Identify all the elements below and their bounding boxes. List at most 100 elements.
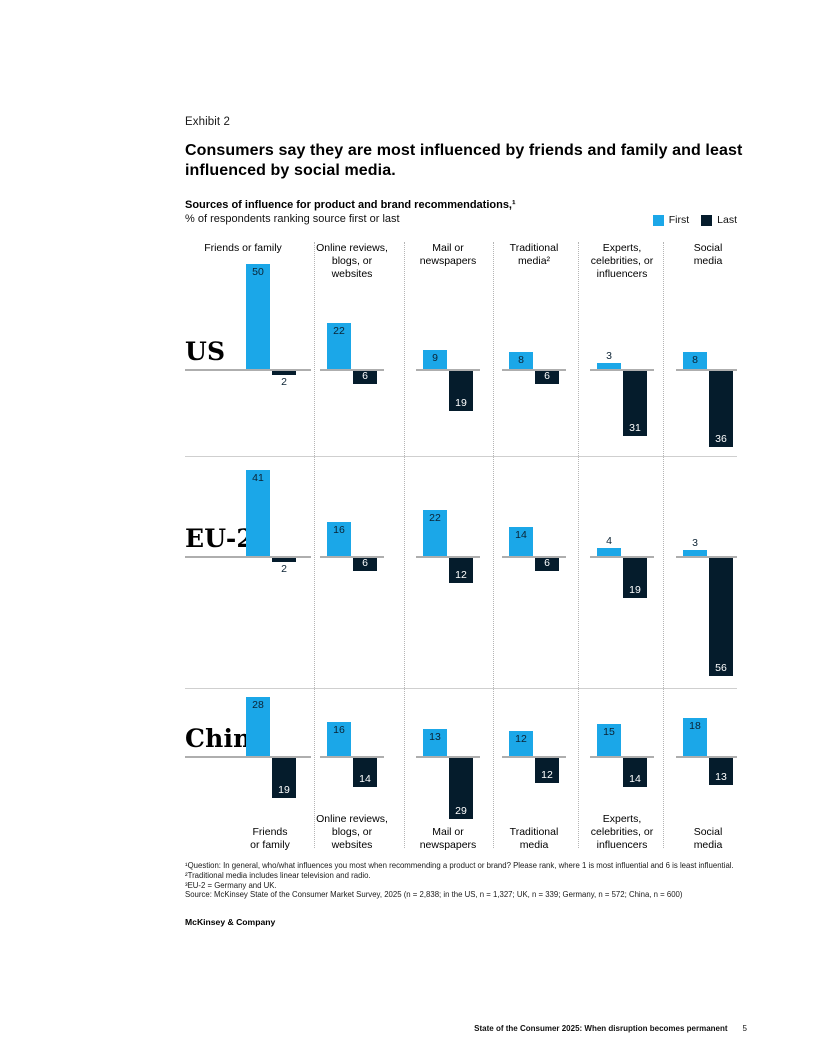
bar-value-last: 19 <box>455 397 467 409</box>
footer-title: State of the Consumer 2025: When disrupt… <box>474 1024 728 1033</box>
bar-value-last: 12 <box>541 769 553 781</box>
bar-value-last: 6 <box>544 557 550 569</box>
bar-last <box>272 758 296 798</box>
chart-legend: First Last <box>652 214 737 226</box>
bar-first <box>327 722 351 756</box>
bar-first <box>423 510 447 556</box>
column-separator-line <box>578 242 579 848</box>
chart-unit-label: % of respondents ranking source first or… <box>185 213 400 225</box>
axis-baseline <box>416 369 480 371</box>
axis-baseline <box>590 756 654 758</box>
axis-baseline <box>185 369 311 371</box>
axis-baseline <box>185 556 311 558</box>
bar-first <box>246 264 270 369</box>
bar-value-last: 29 <box>455 805 467 817</box>
bar-last <box>709 371 733 447</box>
bar-first <box>597 548 621 556</box>
bar-value-last: 13 <box>715 771 727 783</box>
axis-baseline <box>320 556 384 558</box>
footnote-3: ³EU-2 = Germany and UK. <box>185 880 277 890</box>
column-separator-line <box>404 242 405 848</box>
bar-value-last: 31 <box>629 422 641 434</box>
column-header-bottom-experts: Experts, celebrities, or influencers <box>590 813 654 851</box>
legend-item-first: First <box>652 214 690 226</box>
bar-first <box>509 527 533 556</box>
bar-last <box>272 558 296 562</box>
bar-first <box>683 352 707 369</box>
bar-first <box>597 724 621 756</box>
bar-first <box>423 729 447 756</box>
bar-first <box>246 470 270 556</box>
column-separator-line <box>493 242 494 848</box>
bar-value-last: 19 <box>278 784 290 796</box>
legend-label-last: Last <box>717 214 737 226</box>
bar-value-last: 19 <box>629 584 641 596</box>
bar-first <box>683 718 707 756</box>
row-separator-line <box>185 688 737 689</box>
exhibit-label: Exhibit 2 <box>185 116 231 128</box>
bar-last <box>449 758 473 819</box>
bar-value-first: 16 <box>333 524 345 536</box>
bar-value-last: 6 <box>362 370 368 382</box>
bar-last <box>449 558 473 583</box>
bar-first <box>327 522 351 556</box>
row-separator-line <box>185 456 737 457</box>
axis-baseline <box>320 756 384 758</box>
bar-first <box>246 697 270 756</box>
bar-last <box>353 758 377 787</box>
legend-label-first: First <box>668 214 690 226</box>
column-header-bottom-friends: Friends or family <box>250 826 290 851</box>
bar-value-first: 22 <box>333 325 345 337</box>
column-header-bottom-traditional: Traditional media <box>509 826 559 851</box>
bar-last <box>709 758 733 785</box>
chart-title: Sources of influence for product and bra… <box>185 199 516 211</box>
bar-value-first: 3 <box>692 537 698 549</box>
column-separator-line <box>663 242 664 848</box>
bar-last <box>353 371 377 384</box>
bar-value-first: 9 <box>432 352 438 364</box>
bar-last <box>535 558 559 571</box>
bar-value-first: 41 <box>252 472 264 484</box>
page-footer: State of the Consumer 2025: When disrupt… <box>185 1024 747 1033</box>
axis-baseline <box>502 556 566 558</box>
axis-baseline <box>590 369 654 371</box>
bar-last <box>535 371 559 384</box>
column-separator-line <box>314 242 315 848</box>
axis-baseline <box>676 756 737 758</box>
legend-swatch-first-icon <box>652 214 664 226</box>
bar-value-first: 15 <box>603 726 615 738</box>
bar-value-first: 14 <box>515 529 527 541</box>
bar-value-first: 8 <box>518 354 524 366</box>
column-header-top-experts: Experts, celebrities, or influencers <box>590 242 654 280</box>
bar-value-first: 13 <box>429 731 441 743</box>
footnote-1: ¹Question: In general, who/what influenc… <box>185 861 734 870</box>
bar-last <box>535 758 559 783</box>
column-header-top-mail: Mail or newspapers <box>419 242 477 267</box>
axis-baseline <box>590 556 654 558</box>
bar-last <box>709 558 733 676</box>
bar-value-last: 2 <box>281 376 287 388</box>
bar-first <box>327 323 351 369</box>
footnote-source: Source: McKinsey State of the Consumer M… <box>185 890 683 900</box>
bar-value-first: 8 <box>692 354 698 366</box>
bar-first <box>683 550 707 556</box>
legend-swatch-last-icon <box>701 214 713 226</box>
bar-value-first: 50 <box>252 266 264 278</box>
axis-baseline <box>320 369 384 371</box>
footer-page-number: 5 <box>742 1024 747 1033</box>
column-header-bottom-online: Online reviews, blogs, or websites <box>316 813 388 851</box>
brand-signature: McKinsey & Company <box>185 917 276 927</box>
axis-baseline <box>502 369 566 371</box>
bar-value-last: 14 <box>629 773 641 785</box>
legend-item-last: Last <box>701 214 737 226</box>
bar-last <box>449 371 473 411</box>
bar-value-last: 6 <box>544 370 550 382</box>
column-header-top-traditional: Traditional media² <box>509 242 559 267</box>
bar-value-first: 18 <box>689 720 701 732</box>
column-header-top-social: Social media <box>693 242 723 267</box>
bar-last <box>353 558 377 571</box>
bar-value-first: 16 <box>333 724 345 736</box>
bar-chart: Friends or family Online reviews, blogs,… <box>185 240 737 852</box>
bar-value-first: 22 <box>429 512 441 524</box>
bar-value-first: 28 <box>252 699 264 711</box>
